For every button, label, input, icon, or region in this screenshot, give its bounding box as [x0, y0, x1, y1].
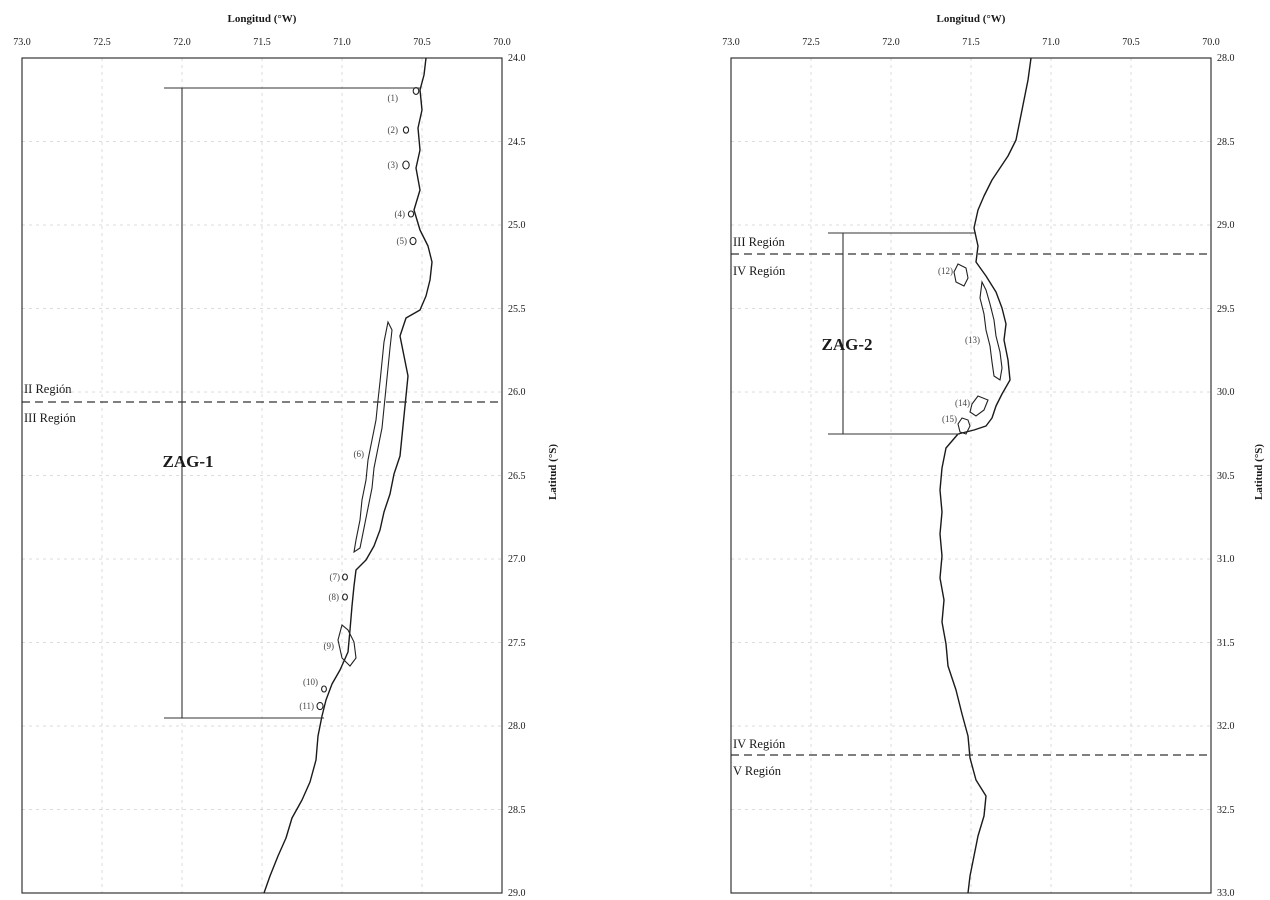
- lon-tick-label: 70.0: [493, 37, 511, 48]
- zone-bracket: [828, 232, 976, 435]
- lat-tick-label: 29.5: [1217, 304, 1235, 315]
- lon-tick-label: 70.5: [1122, 37, 1140, 48]
- area-label: (7): [330, 572, 341, 582]
- lat-tick-label: 30.0: [1217, 387, 1235, 398]
- lat-tick-label: 28.0: [1217, 53, 1235, 64]
- lon-tick-label: 72.5: [802, 37, 820, 48]
- region-label-above: II Región: [24, 382, 72, 396]
- x-axis-title: Longitud (°W): [228, 13, 297, 25]
- area-label: (3): [388, 160, 399, 170]
- area-label: (11): [299, 701, 314, 711]
- region-label-below: IV Región: [733, 264, 786, 278]
- region-label-below: III Región: [24, 411, 76, 425]
- area-label: (4): [395, 209, 406, 219]
- area-label: (1): [388, 93, 399, 103]
- map-zag2: Longitud (°W) Latitud (°S) 73.0 72.5 72.…: [722, 13, 1265, 899]
- grid: [731, 58, 1211, 893]
- region-label-above: IV Región: [733, 737, 786, 751]
- zone-label: ZAG-1: [163, 452, 214, 471]
- area-label: (14): [955, 398, 970, 408]
- lat-tick-label: 28.5: [1217, 137, 1235, 148]
- lon-tick-label: 72.0: [882, 37, 900, 48]
- grid: [22, 58, 502, 893]
- lat-tick-label: 32.0: [1217, 721, 1235, 732]
- lon-tick-labels: 73.0 72.5 72.0 71.5 71.0 70.5 70.0: [13, 37, 511, 48]
- area-label: (15): [942, 414, 957, 424]
- lat-tick-label: 26.5: [508, 471, 526, 482]
- area-label: (6): [354, 449, 365, 459]
- coastline: [939, 57, 1032, 894]
- x-axis-title: Longitud (°W): [937, 13, 1006, 25]
- aquaculture-zones: [953, 263, 1003, 435]
- lat-tick-label: 27.5: [508, 638, 526, 649]
- region-label-below: V Región: [733, 764, 782, 778]
- area-label: (9): [324, 641, 335, 651]
- area-label: (12): [938, 266, 953, 276]
- lon-tick-label: 70.5: [413, 37, 431, 48]
- aquaculture-zones: [316, 87, 420, 711]
- map-zag1: Longitud (°W) Latitud (°S) 73.0 72.5 72.…: [13, 13, 559, 899]
- area-label: (8): [329, 592, 340, 602]
- zone-label: ZAG-2: [822, 335, 873, 354]
- lat-tick-labels: 28.0 28.5 29.0 29.5 30.0 30.5 31.0 31.5 …: [1217, 53, 1235, 899]
- lat-tick-label: 28.0: [508, 721, 526, 732]
- lat-tick-label: 30.5: [1217, 471, 1235, 482]
- lat-tick-label: 29.0: [1217, 220, 1235, 231]
- lat-tick-label: 28.5: [508, 805, 526, 816]
- lat-tick-label: 32.5: [1217, 805, 1235, 816]
- region-label-above: III Región: [733, 235, 785, 249]
- area-label: (5): [397, 236, 408, 246]
- y-axis-title: Latitud (°S): [1253, 444, 1265, 500]
- lon-tick-label: 72.0: [173, 37, 191, 48]
- lat-tick-label: 24.0: [508, 53, 526, 64]
- lon-tick-label: 73.0: [13, 37, 31, 48]
- area-label: (13): [965, 335, 980, 345]
- y-axis-title: Latitud (°S): [547, 444, 559, 500]
- area-labels: (1) (2) (3) (4) (5) (6) (7) (8) (9) (10)…: [299, 93, 407, 711]
- area-labels: (12) (13) (14) (15): [938, 266, 980, 424]
- lon-tick-label: 70.0: [1202, 37, 1220, 48]
- coastline: [263, 57, 433, 894]
- lat-tick-label: 29.0: [508, 888, 526, 899]
- lat-tick-label: 25.5: [508, 304, 526, 315]
- lat-tick-label: 31.5: [1217, 638, 1235, 649]
- lon-tick-label: 71.0: [1042, 37, 1060, 48]
- zone-bracket: [164, 87, 420, 719]
- lat-tick-label: 26.0: [508, 387, 526, 398]
- lat-tick-label: 31.0: [1217, 554, 1235, 565]
- lon-tick-labels: 73.0 72.5 72.0 71.5 71.0 70.5 70.0: [722, 37, 1220, 48]
- lon-tick-label: 72.5: [93, 37, 111, 48]
- lon-tick-label: 71.0: [333, 37, 351, 48]
- lat-tick-label: 33.0: [1217, 888, 1235, 899]
- lon-tick-label: 71.5: [962, 37, 980, 48]
- map-frame: [21, 57, 503, 894]
- lat-tick-label: 25.0: [508, 220, 526, 231]
- lat-tick-label: 24.5: [508, 137, 526, 148]
- map-frame: [730, 57, 1212, 894]
- lon-tick-label: 71.5: [253, 37, 271, 48]
- area-label: (2): [388, 125, 399, 135]
- lat-tick-labels: 24.0 24.5 25.0 25.5 26.0 26.5 27.0 27.5 …: [508, 53, 526, 899]
- area-label: (10): [303, 677, 318, 687]
- lat-tick-label: 27.0: [508, 554, 526, 565]
- lon-tick-label: 73.0: [722, 37, 740, 48]
